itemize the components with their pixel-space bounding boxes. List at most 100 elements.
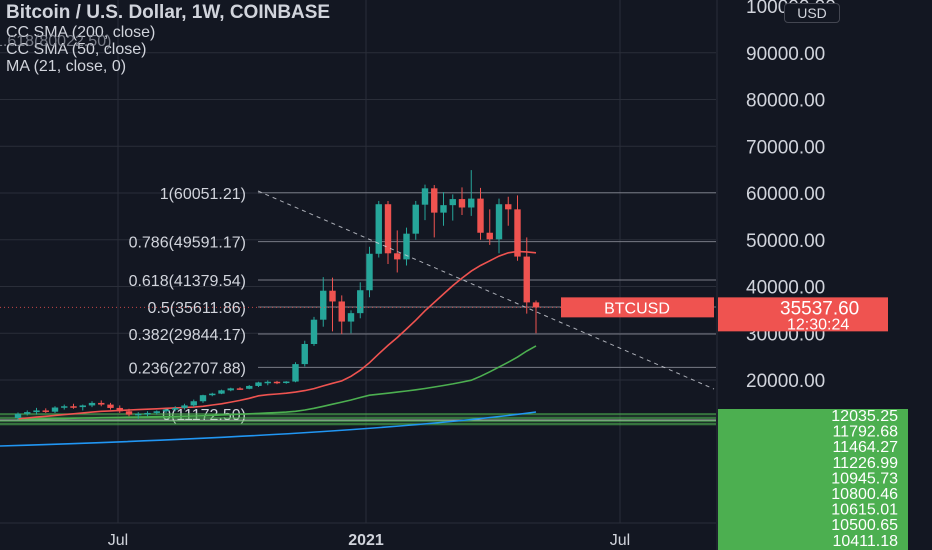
candle-body [88, 402, 96, 406]
symbol-label-bg [561, 297, 714, 318]
lower-scale-label: 10500.65 [831, 517, 898, 534]
candle-body [264, 381, 271, 384]
candle-body [458, 199, 466, 208]
indicator-sma50[interactable]: CC SMA (50, close) [6, 41, 147, 58]
candle-body [153, 411, 160, 413]
candle-body [70, 406, 77, 408]
candle-body [523, 256, 530, 303]
candle-body [532, 302, 540, 308]
candle-body [477, 198, 484, 233]
x-tick-label: Jul [610, 532, 630, 549]
candle-body [125, 411, 133, 415]
countdown-label: 12:30:24 [787, 316, 849, 333]
indicator-ma21[interactable]: MA (21, close, 0) [6, 58, 127, 75]
y-tick-label: 90000.00 [746, 44, 825, 65]
chart-title: Bitcoin / U.S. Dollar, 1W, COINBASE [6, 2, 331, 23]
y-tick-label: 70000.00 [746, 137, 825, 158]
candle-body [292, 364, 299, 382]
candle-body [116, 407, 123, 412]
candle-body [246, 385, 253, 389]
grid-lines [0, 0, 716, 523]
fib-level-label: 0.618(41379.54) [129, 273, 246, 290]
y-tick-label: 20000.00 [746, 371, 825, 392]
trendline[interactable] [0, 190, 716, 390]
candle-body [514, 209, 521, 257]
candle-body [366, 253, 373, 291]
candle-body [33, 410, 40, 413]
candle-body [486, 232, 493, 240]
candle-body [384, 204, 392, 254]
candle-body [449, 199, 456, 206]
candle-body [51, 407, 59, 412]
candle-body [320, 290, 327, 320]
symbol-label: BTCUSD [604, 300, 670, 317]
fib-extension-label: 1.618(80022.50) [0, 33, 112, 50]
candle-body [440, 205, 447, 213]
candle-body [227, 388, 234, 391]
candle-body [301, 344, 308, 365]
fib-level-label: 0.786(49591.17) [129, 235, 246, 252]
lower-scale-label: 10945.73 [831, 470, 898, 487]
ma21-line [17, 250, 537, 420]
y-tick-label: 80000.00 [746, 91, 825, 112]
candle-body [347, 313, 355, 322]
candle-body [505, 204, 512, 210]
candle-body [403, 233, 410, 260]
candle-body [14, 413, 22, 418]
lower-scale-block [718, 409, 908, 550]
candle-body [199, 395, 207, 402]
candle-body [135, 413, 142, 416]
indicator-sma200[interactable]: CC SMA (200, close) [6, 24, 156, 41]
lower-scale-label: 10800.46 [831, 486, 898, 503]
candle-body [310, 319, 318, 345]
candle-body [273, 381, 281, 384]
candle-body [218, 390, 225, 394]
candle-body [495, 204, 503, 240]
candle-body [61, 406, 68, 408]
candle-body [107, 404, 114, 408]
candle-body [190, 401, 197, 406]
candle-body [375, 204, 382, 254]
candle-body [338, 301, 345, 322]
candle-body [162, 409, 170, 412]
y-tick-label: 40000.00 [746, 278, 825, 299]
price-label-bg [718, 297, 888, 332]
candle-body [329, 290, 336, 302]
fib-level-label: 0.382(29844.17) [129, 327, 246, 344]
candle-body [209, 393, 216, 396]
fib-level-label: 0.5(35611.86) [148, 300, 246, 317]
dashed-trendline [257, 190, 715, 390]
candle-body [98, 402, 105, 405]
time-axis[interactable]: Jul 2021 Jul [0, 522, 716, 550]
y-tick-label: 50000.00 [746, 231, 825, 252]
candle-body [181, 405, 188, 408]
lower-scale-label: 11226.99 [832, 455, 898, 472]
y-tick-label: 60000.00 [746, 184, 825, 205]
support-zone [0, 413, 716, 426]
x-tick-label: Jul [108, 532, 128, 549]
candle-body [24, 412, 31, 414]
candle-body [357, 290, 364, 314]
x-tick-label: 2021 [348, 532, 384, 549]
candle-body [79, 405, 86, 408]
candle-body [421, 188, 429, 205]
sma50-line [17, 345, 537, 420]
fib-level-label: 1(60051.21) [160, 186, 246, 203]
fib-level-label: 0.236(22707.88) [129, 360, 246, 377]
candle-body [468, 198, 475, 208]
candle-body [255, 382, 262, 386]
time-axis-bg [0, 523, 716, 550]
candle-body [42, 410, 49, 412]
price-axis[interactable]: 100000.0090000.0080000.0070000.0060000.0… [561, 0, 908, 550]
current-price-label: 35537.60 [780, 298, 859, 319]
candle-body [172, 407, 179, 410]
lower-scale-label: 10411.18 [832, 533, 898, 550]
candle-body [431, 188, 438, 213]
currency-button[interactable]: USD [784, 3, 840, 23]
sma200-line [0, 411, 537, 447]
lower-scale-label: 12035.25 [831, 408, 898, 425]
candle-body [144, 412, 151, 415]
candle-body [236, 388, 244, 390]
lower-scale-label: 11464.27 [832, 439, 898, 456]
